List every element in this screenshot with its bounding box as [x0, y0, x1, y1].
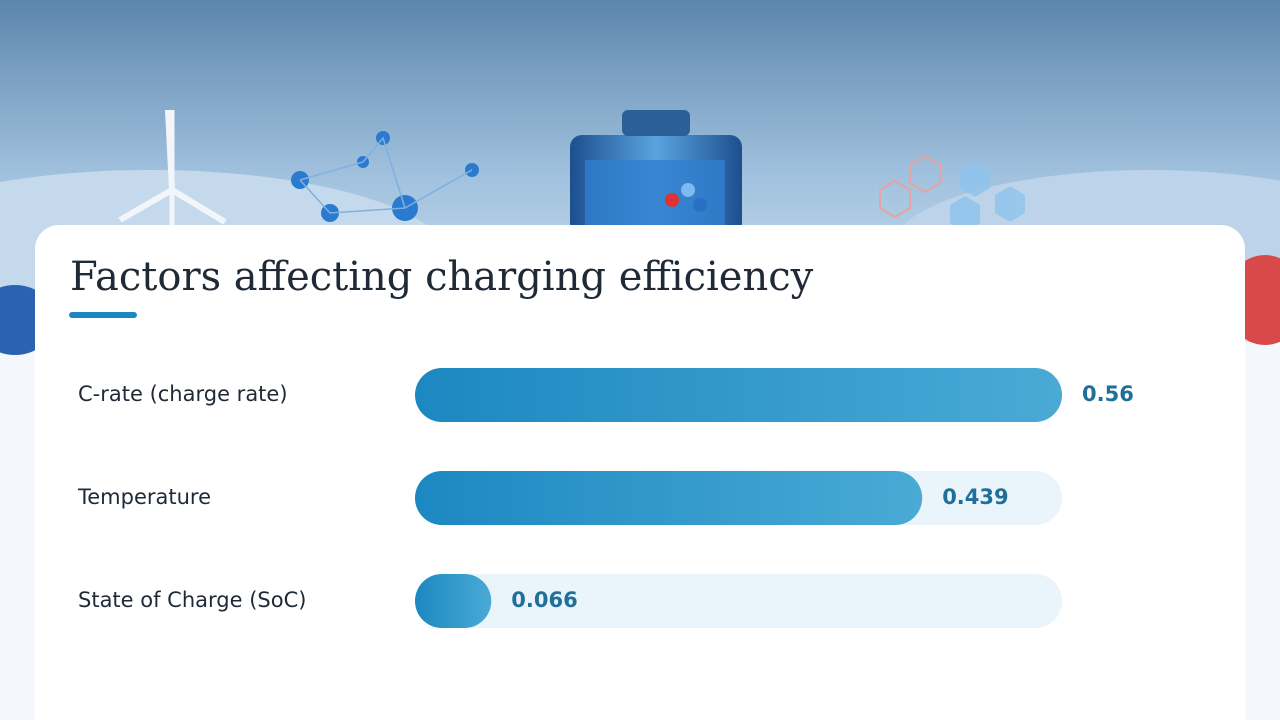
value-label: 0.56 — [1082, 382, 1134, 406]
value-label: 0.439 — [942, 485, 1008, 509]
bar — [415, 574, 492, 628]
chart-title: Factors affecting charging efficiency — [70, 254, 814, 300]
title-accent — [69, 312, 137, 318]
bar-track — [415, 574, 1062, 628]
bar — [415, 471, 923, 525]
bar — [415, 368, 1062, 422]
category-label: Temperature — [77, 485, 211, 509]
bars: C-rate (charge rate) 0.56 Temperature 0.439… — [77, 368, 1134, 628]
category-label: State of Charge (SoC) — [78, 588, 306, 612]
category-label: C-rate (charge rate) — [78, 382, 288, 406]
value-label: 0.066 — [511, 588, 577, 612]
